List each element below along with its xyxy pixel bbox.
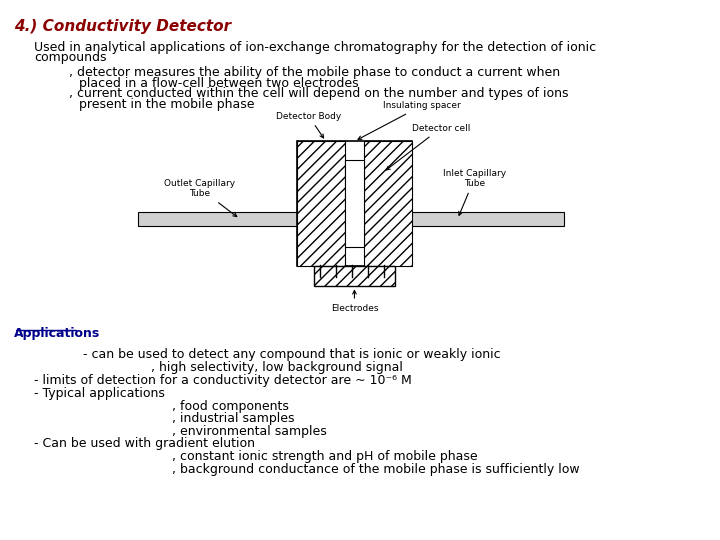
Text: Detector cell: Detector cell xyxy=(386,124,470,170)
Text: , detector measures the ability of the mobile phase to conduct a current when: , detector measures the ability of the m… xyxy=(69,66,560,79)
Text: 4.) Conductivity Detector: 4.) Conductivity Detector xyxy=(14,19,231,34)
Text: Inlet Capillary
Tube: Inlet Capillary Tube xyxy=(443,168,506,215)
Text: Used in analytical applications of ion-exchange chromatography for the detection: Used in analytical applications of ion-e… xyxy=(35,40,597,53)
Text: , background conductance of the mobile phase is sufficiently low: , background conductance of the mobile p… xyxy=(172,463,580,476)
Text: Detector Body: Detector Body xyxy=(276,112,341,138)
Text: - can be used to detect any compound that is ionic or weakly ionic: - can be used to detect any compound tha… xyxy=(83,348,500,361)
Text: , current conducted within the cell will depend on the number and types of ions: , current conducted within the cell will… xyxy=(69,87,568,100)
FancyBboxPatch shape xyxy=(138,212,564,226)
Text: , constant ionic strength and pH of mobile phase: , constant ionic strength and pH of mobi… xyxy=(172,450,477,463)
Text: Applications: Applications xyxy=(14,327,100,340)
Text: - Typical applications: - Typical applications xyxy=(35,387,166,400)
Text: , environmental samples: , environmental samples xyxy=(172,425,327,438)
Text: - limits of detection for a conductivity detector are ~ 10⁻⁶ M: - limits of detection for a conductivity… xyxy=(35,374,412,387)
FancyBboxPatch shape xyxy=(297,141,346,266)
Text: Electrodes: Electrodes xyxy=(330,291,378,313)
Text: present in the mobile phase: present in the mobile phase xyxy=(79,98,255,111)
Text: , industrial samples: , industrial samples xyxy=(172,412,294,425)
FancyBboxPatch shape xyxy=(297,141,412,266)
FancyBboxPatch shape xyxy=(346,160,364,247)
Text: , high selectivity, low background signal: , high selectivity, low background signa… xyxy=(151,361,403,374)
Text: compounds: compounds xyxy=(35,51,107,64)
Text: Insulating spacer: Insulating spacer xyxy=(358,101,461,139)
Text: Outlet Capillary
Tube: Outlet Capillary Tube xyxy=(164,179,237,217)
Text: placed in a flow-cell between two electrodes: placed in a flow-cell between two electr… xyxy=(79,77,359,90)
FancyBboxPatch shape xyxy=(315,266,395,286)
Text: - Can be used with gradient elution: - Can be used with gradient elution xyxy=(35,437,256,450)
Text: , food components: , food components xyxy=(172,400,289,413)
FancyBboxPatch shape xyxy=(364,141,412,266)
